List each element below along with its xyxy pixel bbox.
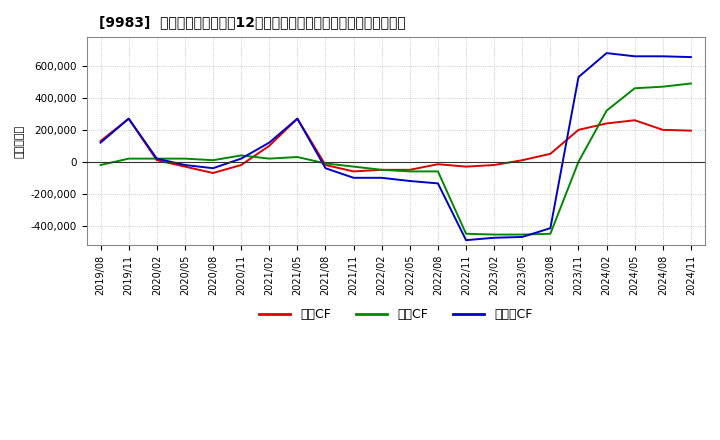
投資CF — [518, 232, 526, 237]
営業CF — [125, 116, 133, 121]
営業CF — [377, 167, 386, 172]
営業CF — [433, 161, 442, 167]
投資CF — [490, 232, 498, 237]
営業CF — [546, 151, 554, 157]
フリーCF — [96, 140, 105, 145]
フリーCF — [405, 178, 414, 183]
投資CF — [631, 86, 639, 91]
フリーCF — [377, 175, 386, 180]
投資CF — [574, 159, 582, 165]
営業CF — [349, 169, 358, 174]
Line: フリーCF: フリーCF — [101, 53, 691, 240]
投資CF — [209, 158, 217, 163]
投資CF — [321, 161, 330, 166]
フリーCF — [293, 116, 302, 121]
フリーCF — [659, 54, 667, 59]
フリーCF — [574, 74, 582, 80]
投資CF — [433, 169, 442, 174]
投資CF — [293, 154, 302, 160]
Text: [9983]  キャッシュフローの12か月移動合計の対前年同期増減額の推移: [9983] キャッシュフローの12か月移動合計の対前年同期増減額の推移 — [99, 15, 405, 29]
営業CF — [518, 158, 526, 163]
投資CF — [237, 153, 246, 158]
営業CF — [490, 162, 498, 168]
営業CF — [265, 143, 274, 148]
フリーCF — [265, 140, 274, 145]
投資CF — [462, 231, 470, 236]
営業CF — [321, 162, 330, 168]
投資CF — [405, 169, 414, 174]
営業CF — [574, 127, 582, 132]
フリーCF — [321, 165, 330, 171]
営業CF — [405, 167, 414, 172]
営業CF — [209, 170, 217, 176]
営業CF — [687, 128, 696, 133]
フリーCF — [490, 235, 498, 240]
投資CF — [546, 231, 554, 236]
投資CF — [659, 84, 667, 89]
投資CF — [181, 156, 189, 161]
投資CF — [96, 162, 105, 168]
投資CF — [687, 81, 696, 86]
投資CF — [153, 156, 161, 161]
フリーCF — [518, 235, 526, 240]
フリーCF — [687, 55, 696, 60]
フリーCF — [209, 165, 217, 171]
営業CF — [96, 139, 105, 144]
フリーCF — [153, 156, 161, 161]
Y-axis label: （百万円）: （百万円） — [15, 125, 25, 158]
投資CF — [603, 108, 611, 113]
投資CF — [125, 156, 133, 161]
フリーCF — [546, 226, 554, 231]
投資CF — [265, 156, 274, 161]
営業CF — [659, 127, 667, 132]
フリーCF — [631, 54, 639, 59]
営業CF — [237, 162, 246, 168]
Line: 投資CF: 投資CF — [101, 84, 691, 235]
Legend: 営業CF, 投資CF, フリーCF: 営業CF, 投資CF, フリーCF — [254, 303, 538, 326]
フリーCF — [237, 156, 246, 161]
Line: 営業CF: 営業CF — [101, 119, 691, 173]
フリーCF — [433, 181, 442, 186]
フリーCF — [462, 238, 470, 243]
営業CF — [462, 164, 470, 169]
フリーCF — [349, 175, 358, 180]
営業CF — [153, 158, 161, 163]
営業CF — [181, 164, 189, 169]
営業CF — [603, 121, 611, 126]
営業CF — [631, 117, 639, 123]
投資CF — [377, 167, 386, 172]
フリーCF — [181, 162, 189, 168]
営業CF — [293, 116, 302, 121]
投資CF — [349, 164, 358, 169]
フリーCF — [603, 51, 611, 56]
フリーCF — [125, 116, 133, 121]
